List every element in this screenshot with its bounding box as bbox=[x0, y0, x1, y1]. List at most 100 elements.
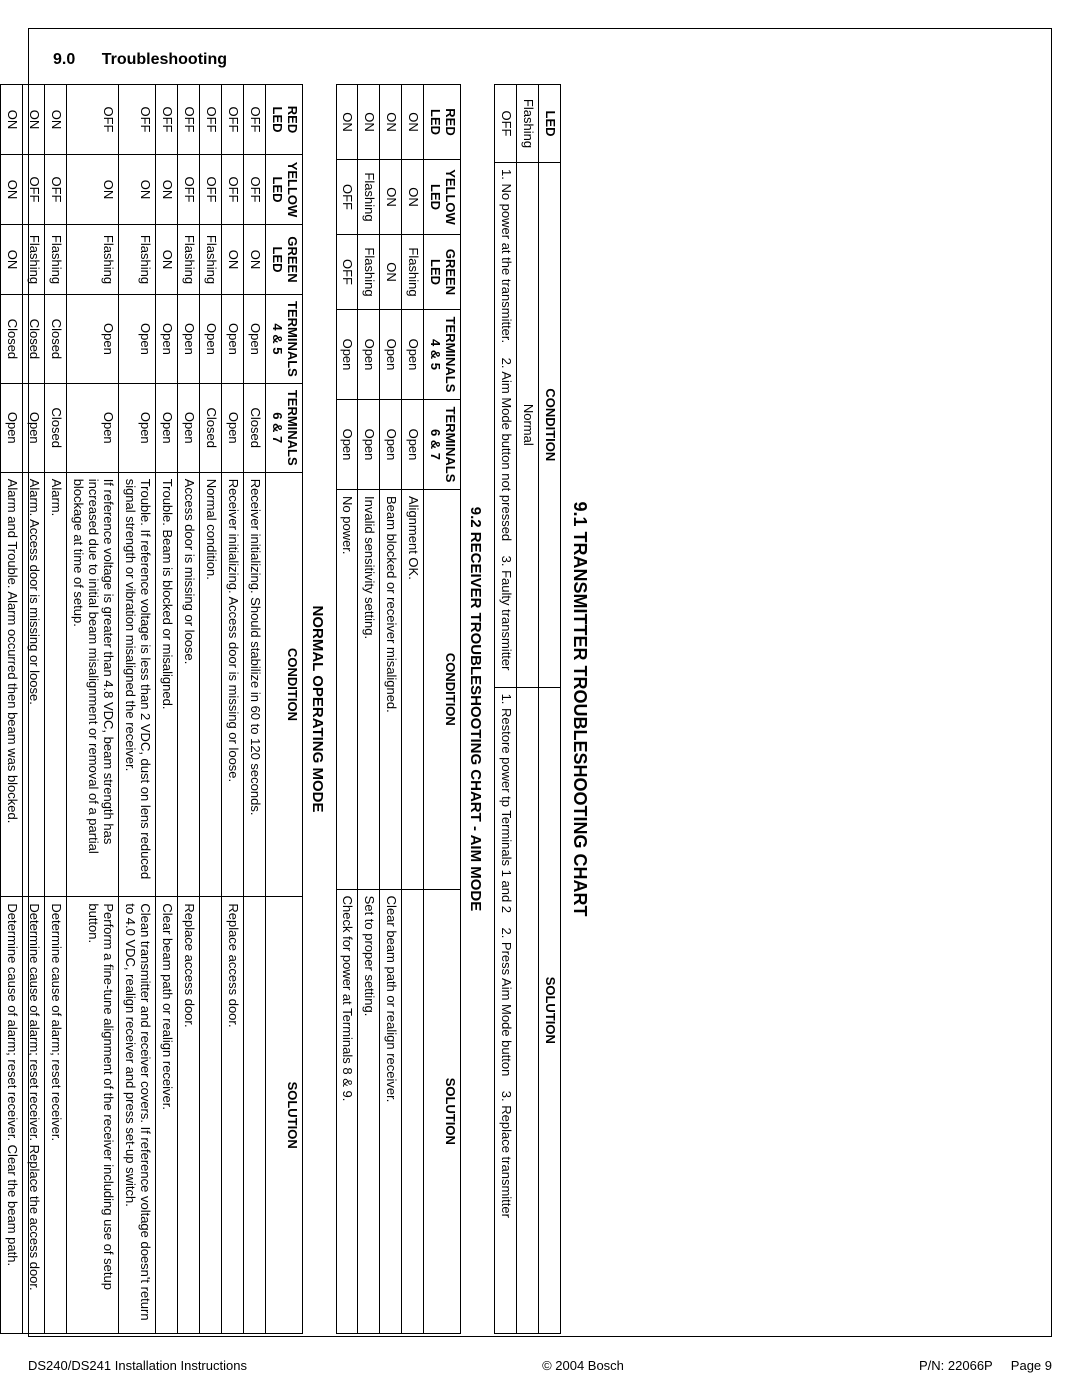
th: CONDITION bbox=[424, 490, 461, 890]
cell: ON bbox=[23, 85, 45, 155]
table-row: OFFONFlashingOpenOpenIf reference voltag… bbox=[67, 85, 119, 1334]
footer-right: P/N: 22066P Page 9 bbox=[919, 1358, 1052, 1373]
cell: No power. bbox=[336, 490, 358, 890]
cell: Flashing bbox=[358, 160, 380, 235]
cell bbox=[199, 897, 221, 1334]
cell: Receiver initializing. Access door is mi… bbox=[221, 472, 243, 897]
table-row: OFFONONOpenOpenTrouble. Beam is blocked … bbox=[156, 85, 178, 1334]
cell: ON bbox=[67, 155, 119, 225]
footer-center: © 2004 Bosch bbox=[542, 1358, 624, 1373]
cell: Normal condition. bbox=[199, 472, 221, 897]
th: YELLOWLED bbox=[265, 155, 302, 225]
chart-title: 9.1 TRANSMITTER TROUBLESHOOTING CHART bbox=[569, 84, 590, 1334]
th: SOLUTION bbox=[424, 889, 461, 1333]
cell: OFF bbox=[119, 85, 156, 155]
cell: OFF bbox=[45, 155, 67, 225]
cell: Determine cause of alarm; reset receiver… bbox=[45, 897, 67, 1334]
section-number: 9.0 bbox=[53, 51, 75, 68]
cell: OFF bbox=[67, 85, 119, 155]
th-condition: CONDITION bbox=[539, 163, 561, 688]
cell: Alarm. Access door is missing or loose. bbox=[23, 472, 45, 897]
cell bbox=[517, 687, 539, 1333]
cell: Open bbox=[380, 310, 402, 400]
cell: Flashing bbox=[199, 225, 221, 295]
cell: ON bbox=[402, 85, 424, 160]
cell: Open bbox=[156, 383, 178, 472]
cell: OFF bbox=[495, 85, 517, 163]
cell bbox=[402, 889, 424, 1333]
table-row: OFFONFlashingOpenOpenTrouble. If referen… bbox=[119, 85, 156, 1334]
cell: Clear beam path or realign receiver. bbox=[380, 889, 402, 1333]
cell: Closed bbox=[199, 383, 221, 472]
cell: Flashing bbox=[45, 225, 67, 295]
cell: ON bbox=[380, 85, 402, 160]
cell: ON bbox=[336, 85, 358, 160]
list-item: 1. Restore power tp Terminals 1 and 2 bbox=[499, 694, 514, 913]
cell: OFF bbox=[221, 85, 243, 155]
cell: OFF bbox=[221, 155, 243, 225]
cell: Set to proper setting. bbox=[358, 889, 380, 1333]
cell: Open bbox=[358, 310, 380, 400]
page-footer: DS240/DS241 Installation Instructions © … bbox=[28, 1358, 1052, 1373]
cell: ON bbox=[402, 160, 424, 235]
cell: Open bbox=[380, 400, 402, 490]
cell: Flashing bbox=[402, 235, 424, 310]
cell: Open bbox=[67, 295, 119, 384]
cell: Closed bbox=[45, 295, 67, 384]
cell: ON bbox=[45, 85, 67, 155]
cell: OFF bbox=[199, 85, 221, 155]
cell: Alignment OK. bbox=[402, 490, 424, 890]
cell: Flashing bbox=[23, 225, 45, 295]
cell: Beam blocked or receiver misaligned. bbox=[380, 490, 402, 890]
cell: Open bbox=[119, 383, 156, 472]
cell: Receiver initializing. Should stabilize … bbox=[243, 472, 265, 897]
table-row: OFFOFFFlashingOpenOpenAccess door is mis… bbox=[177, 85, 199, 1334]
cell: ON bbox=[358, 85, 380, 160]
cell: Closed bbox=[243, 383, 265, 472]
cell: OFF bbox=[156, 85, 178, 155]
th: TERMINALS4 & 5 bbox=[265, 295, 302, 384]
rotated-content: 9.1 TRANSMITTER TROUBLESHOOTING CHART LE… bbox=[1, 84, 595, 1334]
cell: ON bbox=[156, 225, 178, 295]
th: TERMINALS4 & 5 bbox=[424, 310, 461, 400]
cell: Open bbox=[336, 310, 358, 400]
cell: Open bbox=[221, 295, 243, 384]
table-row: Flashing Normal bbox=[517, 85, 539, 1334]
cell: Alarm and Trouble. Alarm occurred then b… bbox=[1, 472, 23, 897]
cell: ON bbox=[1, 85, 23, 155]
receiver-normal-table: REDLEDYELLOWLEDGREENLEDTERMINALS4 & 5TER… bbox=[1, 84, 303, 1334]
cell: Open bbox=[336, 400, 358, 490]
cell: OFF bbox=[336, 160, 358, 235]
table-row: OFF 1. No power at the transmitter. 2. A… bbox=[495, 85, 517, 1334]
table-row: ONONFlashingOpenOpenAlignment OK. bbox=[402, 85, 424, 1334]
cell: Access door is missing or loose. bbox=[177, 472, 199, 897]
cell: Alarm. bbox=[45, 472, 67, 897]
cell: Open bbox=[199, 295, 221, 384]
cell: Open bbox=[221, 383, 243, 472]
page-border: 9.0 Troubleshooting 9.1 TRANSMITTER TROU… bbox=[28, 28, 1052, 1337]
cell: OFF bbox=[336, 235, 358, 310]
cell: ON bbox=[1, 225, 23, 295]
cell: Clear beam path or realign receiver. bbox=[156, 897, 178, 1334]
cell: Open bbox=[358, 400, 380, 490]
th-led: LED bbox=[539, 85, 561, 163]
cell: If reference voltage is greater than 4.8… bbox=[67, 472, 119, 897]
table-row: OFFOFFONOpenClosedReceiver initializing.… bbox=[243, 85, 265, 1334]
cell: ON bbox=[1, 155, 23, 225]
cell: Replace access door. bbox=[177, 897, 199, 1334]
footer-pn: P/N: 22066P bbox=[919, 1358, 993, 1373]
th: REDLED bbox=[424, 85, 461, 160]
cell: Replace access door. bbox=[221, 897, 243, 1334]
table-row: OFFOFFFlashingOpenClosedNormal condition… bbox=[199, 85, 221, 1334]
cell: ON bbox=[119, 155, 156, 225]
cell: Open bbox=[402, 310, 424, 400]
list-item: 2. Press Aim Mode button bbox=[499, 927, 514, 1076]
cell: Trouble. If reference voltage is less th… bbox=[119, 472, 156, 897]
section-title: Troubleshooting bbox=[102, 51, 227, 68]
table-row: OFFOFFONOpenOpenReceiver initializing. A… bbox=[221, 85, 243, 1334]
th: REDLED bbox=[265, 85, 302, 155]
th: CONDITION bbox=[265, 472, 302, 897]
th: TERMINALS6 & 7 bbox=[265, 383, 302, 472]
cell: Flashing bbox=[119, 225, 156, 295]
cell: OFF bbox=[177, 155, 199, 225]
